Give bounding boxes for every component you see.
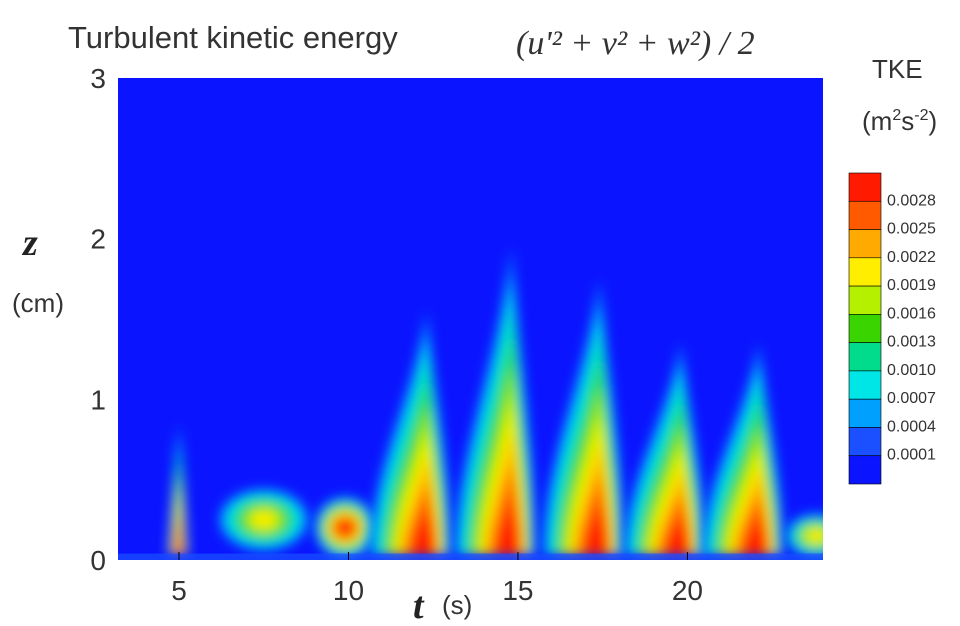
- x-axis-ticks: 5 10 15 20: [171, 552, 703, 606]
- y-axis-ticks: 0 1 2 3: [90, 63, 106, 576]
- colorbar-unit-base: (m: [862, 106, 892, 136]
- colorbar-level-label: 0.0022: [887, 249, 936, 266]
- tke-contour-band: [335, 519, 355, 536]
- colorbar-swatch: [848, 398, 882, 428]
- tke-field: [118, 246, 823, 560]
- tke-contour-band: [411, 508, 436, 556]
- colorbar-swatch: [848, 172, 882, 202]
- tke-feature: [168, 423, 188, 556]
- near-bed-band: [118, 553, 823, 560]
- tke-contour-band: [495, 496, 520, 556]
- colorbar-swatches: [848, 172, 882, 485]
- y-axis-unit: (cm): [12, 288, 64, 318]
- colorbar-level-label: 0.0019: [887, 277, 936, 294]
- colorbar-swatch: [848, 229, 882, 259]
- colorbar: TKE (m2s-2) 0.00280.00250.00220.00190.00…: [848, 54, 937, 485]
- tke-feature: [219, 489, 308, 551]
- colorbar-unit-end: ): [928, 106, 937, 136]
- y-axis-symbol: z: [21, 222, 38, 264]
- colorbar-level-label: 0.0013: [887, 334, 936, 351]
- tke-feature: [370, 310, 451, 556]
- colorbar-level-label: 0.0028: [887, 192, 936, 209]
- y-tick-label: 2: [90, 224, 106, 255]
- colorbar-unit-sup1: 2: [892, 107, 901, 124]
- tke-formula: (u'² + v² + w²) / 2: [516, 25, 755, 62]
- colorbar-swatch: [848, 314, 882, 343]
- x-tick-label: 20: [672, 575, 703, 606]
- colorbar-labels: 0.0028 0.0025 0.0022 0.0019 0.0016 0.0013 0.00…: [887, 192, 936, 463]
- colorbar-level-label: 0.0004: [887, 418, 936, 435]
- colorbar-swatch: [848, 455, 882, 485]
- tke-contour-band: [806, 529, 823, 543]
- tke-feature: [315, 497, 376, 559]
- chart-title: Turbulent kinetic energy: [68, 20, 398, 55]
- x-axis-unit: (s): [442, 590, 472, 620]
- tke-contour-band: [252, 511, 276, 528]
- tke-contour-band: [584, 502, 608, 556]
- colorbar-swatch: [848, 200, 882, 230]
- colorbar-level-label: 0.0001: [887, 447, 936, 464]
- colorbar-swatch: [848, 427, 882, 457]
- y-tick-label: 3: [90, 63, 106, 94]
- tke-feature: [702, 343, 783, 556]
- tke-feature: [543, 278, 624, 556]
- tke-contour-band: [174, 525, 183, 556]
- colorbar-level-label: 0.0010: [887, 362, 936, 379]
- plot-area: [118, 78, 823, 560]
- colorbar-swatch: [848, 370, 882, 400]
- colorbar-swatch: [848, 285, 882, 315]
- colorbar-unit: (m2s-2): [862, 106, 937, 136]
- colorbar-unit-mid: s: [901, 106, 914, 136]
- colorbar-swatch: [848, 342, 882, 372]
- colorbar-level-label: 0.0016: [887, 305, 936, 322]
- x-axis-symbol: t: [413, 585, 425, 626]
- tke-feature: [455, 246, 536, 556]
- colorbar-swatch: [848, 257, 882, 287]
- colorbar-level-label: 0.0007: [887, 390, 936, 407]
- colorbar-unit-sup2: -2: [914, 107, 928, 124]
- y-tick-label: 1: [90, 384, 106, 415]
- tke-feature: [786, 514, 823, 558]
- tke-contour-band: [665, 514, 690, 556]
- tke-contour-band: [743, 514, 768, 556]
- y-tick-label: 0: [90, 545, 106, 576]
- x-tick-label: 5: [171, 575, 187, 606]
- colorbar-level-label: 0.0025: [887, 221, 936, 238]
- tke-feature: [624, 343, 705, 556]
- x-tick-label: 15: [502, 575, 533, 606]
- colorbar-title: TKE: [872, 54, 923, 84]
- x-tick-label: 10: [333, 575, 364, 606]
